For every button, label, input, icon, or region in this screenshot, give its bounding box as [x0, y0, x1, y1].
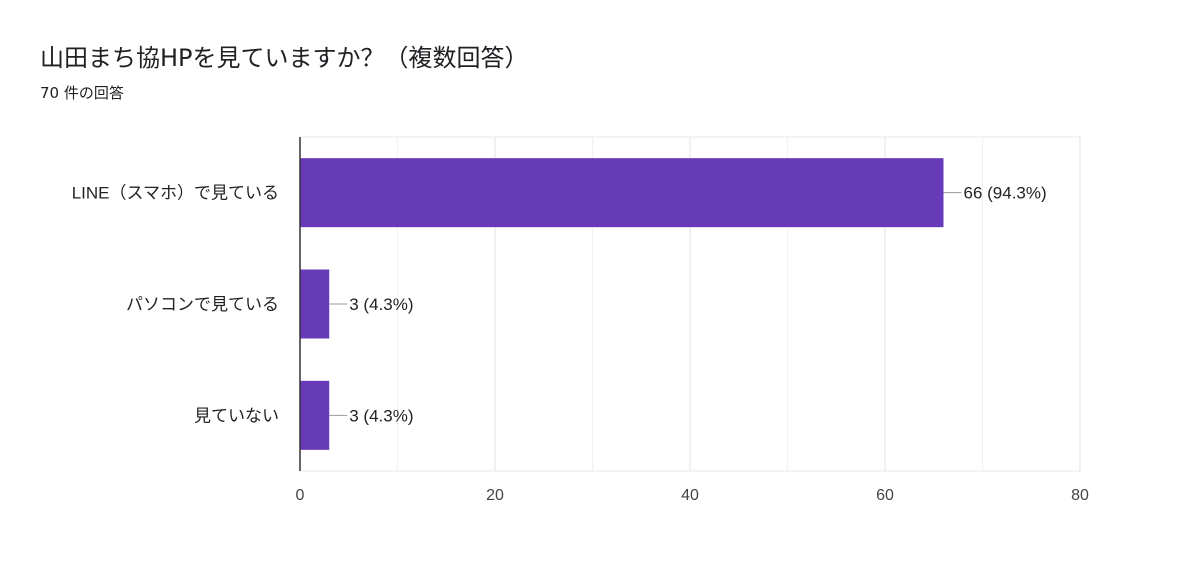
data-label: 66 (94.3%): [964, 184, 1047, 203]
data-label: 3 (4.3%): [349, 406, 413, 425]
data-label: 3 (4.3%): [349, 295, 413, 314]
response-count: 70 件の回答: [40, 84, 124, 102]
x-tick-label: 80: [1071, 487, 1089, 504]
x-tick-label: 0: [296, 487, 305, 504]
bar: [300, 158, 944, 228]
bar: [300, 269, 330, 339]
x-tick-label: 60: [876, 487, 894, 504]
bar: [300, 380, 330, 450]
chart-title: 山田まち協HPを見ていますか？（複数回答）: [40, 44, 529, 72]
x-tick-label: 20: [486, 487, 504, 504]
category-label: 見ていない: [194, 406, 279, 425]
category-label: LINE（スマホ）で見ている: [72, 184, 279, 203]
x-tick-label: 40: [681, 487, 699, 504]
category-label: パソコンで見ている: [126, 295, 279, 314]
